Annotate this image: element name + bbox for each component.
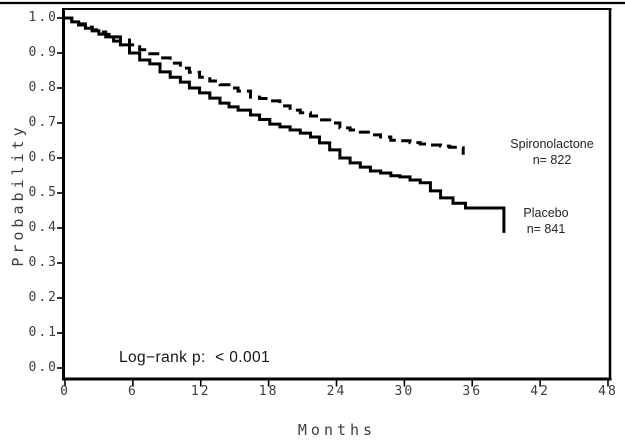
y-tick-label: 0.3 bbox=[28, 255, 58, 270]
series-name-placebo: Placebo bbox=[523, 206, 569, 220]
x-tick-label: 24 bbox=[326, 384, 347, 399]
y-tick-label: 1.0 bbox=[28, 10, 58, 25]
y-tick-label: 0.8 bbox=[28, 80, 58, 95]
x-tick-label: 30 bbox=[394, 384, 415, 399]
series-label-placebo: Placebo n= 841 bbox=[496, 205, 596, 237]
x-tick-label: 42 bbox=[530, 384, 550, 399]
survival-curve-placebo bbox=[65, 16, 506, 233]
x-tick-label: 0 bbox=[60, 384, 70, 399]
x-tick-label: 48 bbox=[598, 384, 618, 399]
y-tick-label: 0.2 bbox=[28, 290, 58, 305]
series-name-spironolactone: Spironolactone bbox=[510, 137, 594, 151]
y-tick-label: 0.4 bbox=[28, 220, 58, 235]
y-tick-label: 0.1 bbox=[28, 325, 58, 340]
x-tick-label: 12 bbox=[190, 384, 211, 399]
series-label-spironolactone: Spironolactone n= 822 bbox=[498, 136, 606, 168]
series-n-placebo: n= 841 bbox=[526, 222, 566, 236]
y-tick-label: 0.0 bbox=[28, 360, 58, 375]
y-tick-label: 0.6 bbox=[28, 150, 58, 165]
logrank-annotation: Log−rank p: < 0.001 bbox=[119, 349, 271, 366]
y-tick-label: 0.9 bbox=[28, 45, 58, 60]
x-axis-title: Months bbox=[297, 421, 377, 439]
y-tick-label: 0.5 bbox=[28, 185, 58, 200]
y-tick-label: 0.7 bbox=[28, 115, 58, 130]
series-n-spironolactone: n= 822 bbox=[532, 153, 572, 167]
x-tick-label: 36 bbox=[462, 384, 483, 399]
x-tick-label: 18 bbox=[258, 384, 279, 399]
x-tick-label: 6 bbox=[127, 384, 138, 399]
survival-curve-spironolactone bbox=[65, 16, 465, 155]
